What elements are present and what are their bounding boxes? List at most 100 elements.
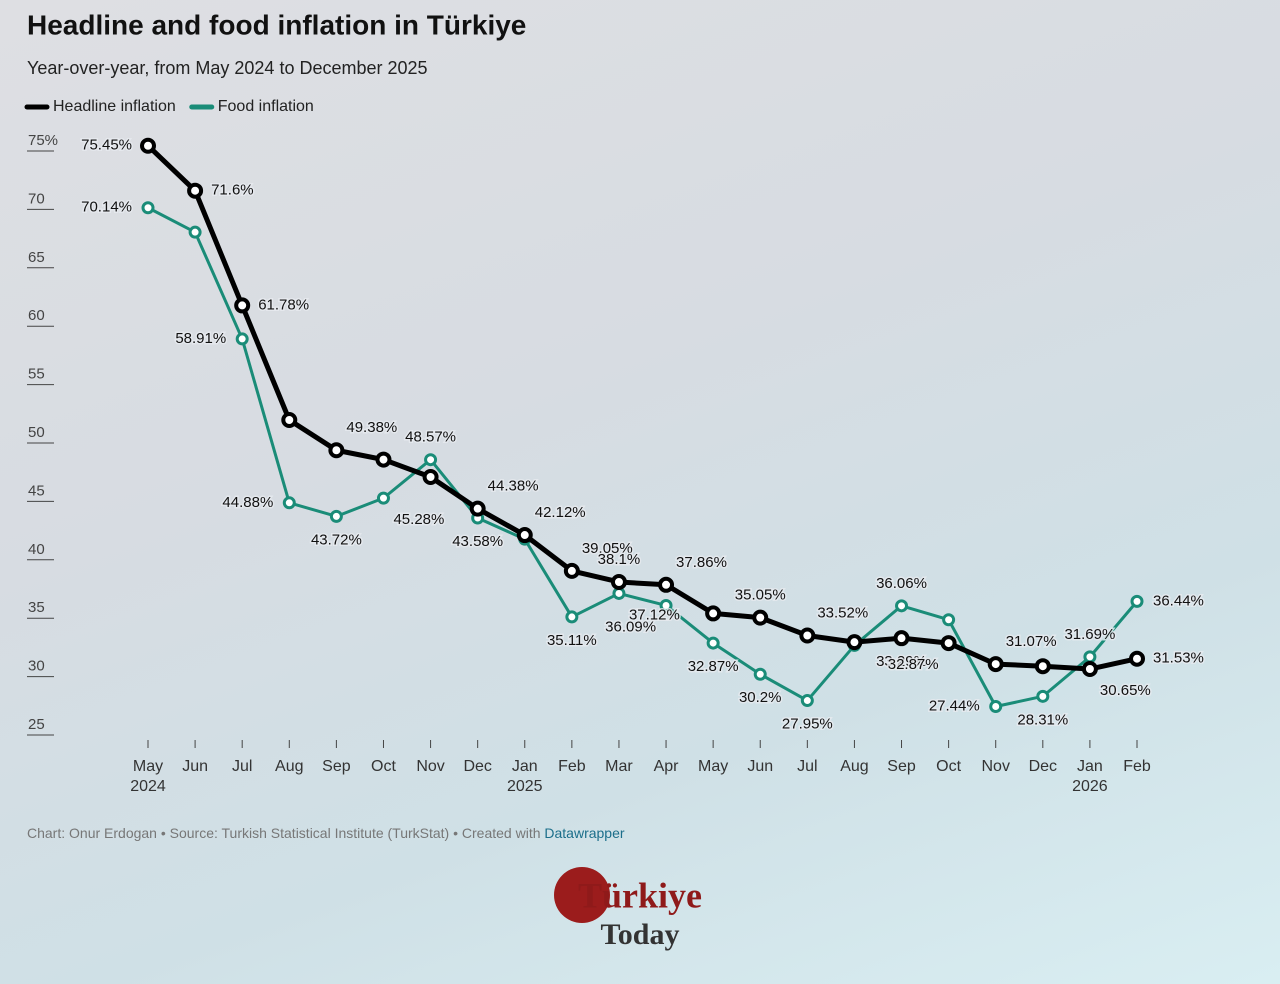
point-marker: [141, 201, 155, 215]
chart-title: Headline and food inflation in Türkiye: [27, 9, 526, 40]
value-label: 31.53%: [1153, 650, 1204, 667]
value-label: 48.57%: [405, 429, 456, 446]
value-label: 30.65%: [1100, 682, 1151, 699]
x-tick-label: Jun: [182, 758, 208, 775]
value-label: 43.58%: [452, 533, 503, 550]
x-tick-label: Jul: [232, 758, 252, 775]
y-tick-label: 40: [28, 541, 45, 558]
point-marker: [893, 630, 910, 647]
point-marker: [799, 627, 816, 644]
value-label: 36.06%: [876, 575, 927, 592]
point-marker: [659, 598, 673, 612]
value-label: 31.07%: [1006, 633, 1057, 650]
x-tick-label: Feb: [558, 758, 586, 775]
point-marker: [940, 635, 957, 652]
value-label: 33.52%: [817, 604, 868, 621]
value-label: 70.14%: [81, 199, 132, 216]
x-tick-label: Nov: [981, 758, 1009, 775]
x-tick-label: Feb: [1123, 758, 1151, 775]
x-tick-label: Jul: [797, 758, 817, 775]
value-label: 39.05%: [582, 540, 633, 557]
y-tick-label: 30: [28, 658, 45, 675]
x-tick-label: Nov: [416, 758, 444, 775]
point-marker: [328, 442, 345, 459]
value-label: 27.44%: [929, 697, 980, 714]
chart-subtitle: Year-over-year, from May 2024 to Decembe…: [27, 58, 428, 78]
point-marker: [1129, 650, 1145, 667]
value-label: 36.09%: [605, 618, 656, 635]
point-marker: [281, 411, 298, 428]
credit: Chart: Onur Erdogan • Source: Turkish St…: [27, 825, 544, 841]
point-marker: [753, 667, 767, 681]
value-label: 28.31%: [1017, 711, 1068, 728]
x-tick-label: Aug: [840, 758, 868, 775]
point-marker: [1083, 650, 1097, 664]
point-marker: [705, 605, 722, 622]
y-tick-label: 25: [28, 716, 45, 733]
point-marker: [752, 609, 769, 626]
y-tick-label: 55: [28, 366, 45, 383]
legend-label: Headline inflation: [53, 98, 176, 115]
point-marker: [235, 332, 249, 346]
y-tick-label: 75%: [28, 132, 58, 149]
value-label: 36.44%: [1153, 592, 1204, 609]
tool-link[interactable]: Datawrapper: [544, 825, 624, 841]
point-marker: [376, 491, 390, 505]
point-marker: [658, 576, 675, 593]
point-marker: [706, 636, 720, 650]
legend: Headline inflation Food inflation: [24, 98, 314, 115]
x-tick-label: Mar: [605, 758, 633, 775]
logo-bottom: Today: [601, 918, 680, 951]
value-label: 42.12%: [535, 504, 586, 521]
point-marker: [987, 656, 1004, 673]
value-label: 45.28%: [393, 511, 444, 528]
x-tick-label: Sep: [322, 758, 351, 775]
value-label: 33.29%: [876, 653, 927, 670]
value-label: 75.45%: [81, 137, 132, 154]
point-marker: [563, 562, 580, 579]
value-label: 58.91%: [175, 330, 226, 347]
x-tick-label: May: [698, 758, 728, 775]
y-tick-label: 60: [28, 307, 45, 324]
point-marker: [234, 297, 251, 314]
y-tick-label: 50: [28, 424, 45, 441]
point-marker: [187, 182, 204, 199]
x-tick-label: May 2024: [130, 758, 166, 795]
legend-label: Food inflation: [218, 98, 314, 115]
x-tick-label: Dec: [1029, 758, 1057, 775]
point-marker: [1036, 689, 1050, 703]
point-marker: [610, 573, 627, 590]
point-marker: [895, 599, 909, 613]
value-label: 30.2%: [739, 689, 782, 706]
x-tick-label: Jan 2025: [507, 758, 543, 795]
x-tick-label: Sep: [887, 758, 916, 775]
point-marker: [282, 496, 296, 510]
point-marker: [565, 610, 579, 624]
value-label: 71.6%: [211, 182, 254, 199]
x-tick-label: Apr: [654, 758, 680, 775]
point-marker: [1034, 658, 1051, 675]
value-label: 32.87%: [888, 656, 939, 673]
y-tick-label: 35: [28, 599, 45, 616]
value-label: 31.69%: [1064, 626, 1115, 643]
value-label: 44.38%: [488, 478, 539, 495]
y-tick-label: 70: [28, 190, 45, 207]
point-marker: [1130, 594, 1144, 608]
point-marker: [1081, 661, 1098, 678]
value-label: 44.88%: [222, 494, 273, 511]
value-label: 27.95%: [782, 716, 833, 733]
x-tick-label: Oct: [936, 758, 961, 775]
value-label: 32.87%: [688, 658, 739, 675]
series-line: [146, 143, 1138, 672]
point-marker: [800, 694, 814, 708]
x-tick-label: Aug: [275, 758, 303, 775]
point-marker: [516, 527, 533, 544]
value-label: 35.05%: [735, 587, 786, 604]
y-tick-label: 45: [28, 482, 45, 499]
point-marker: [329, 509, 343, 523]
x-tick-label: Oct: [371, 758, 396, 775]
y-tick-label: 65: [28, 249, 45, 266]
value-label: 38.1%: [598, 551, 641, 568]
